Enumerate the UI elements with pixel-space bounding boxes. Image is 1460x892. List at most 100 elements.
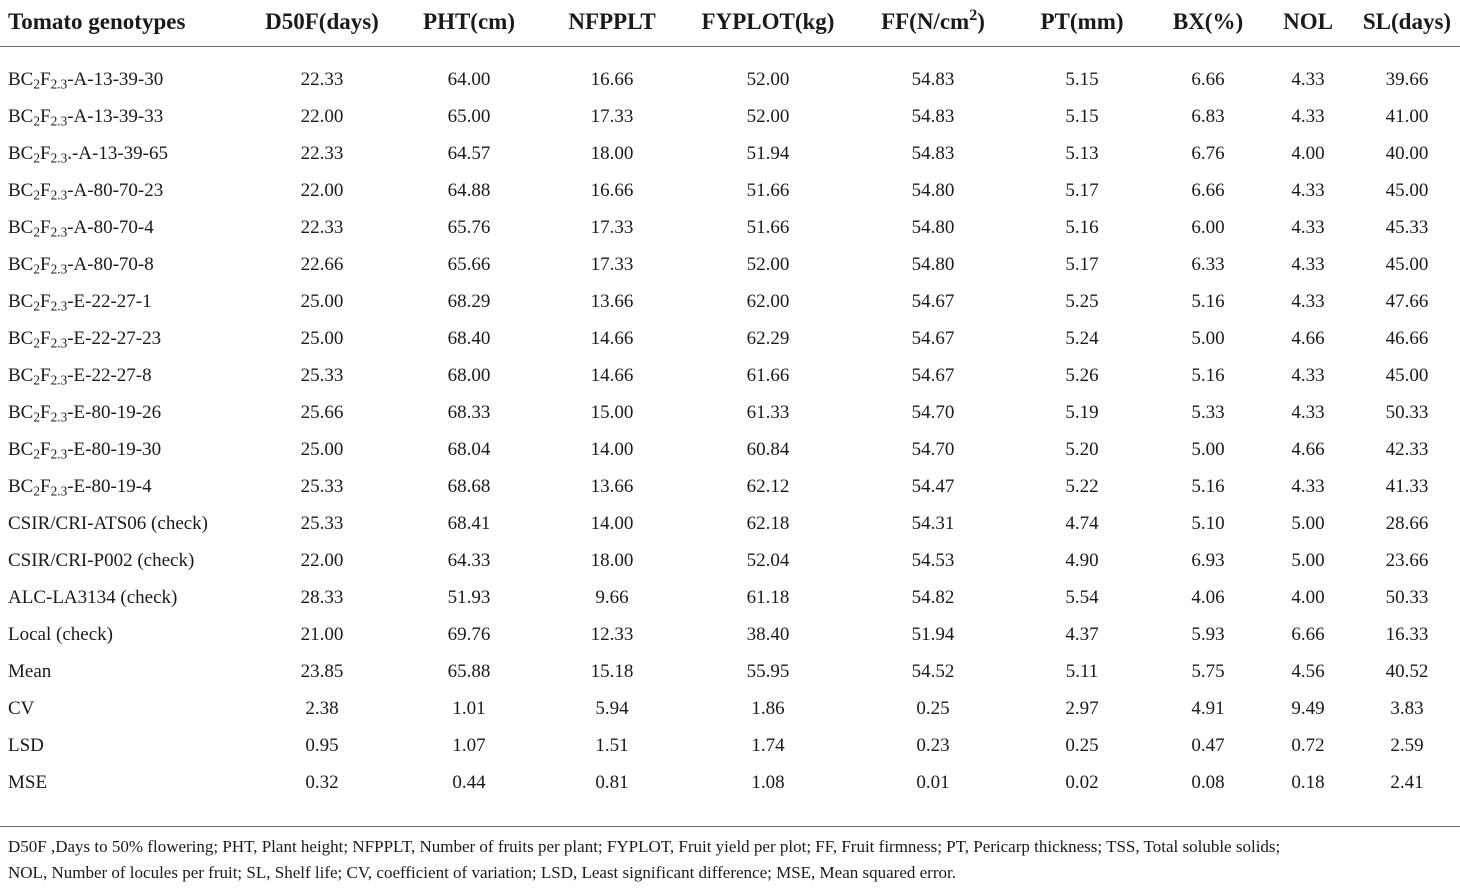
genotype-cell: ALC-LA3134 (check): [8, 586, 178, 608]
genotype-cell: BC2F2.3-E-22-27-23: [8, 327, 162, 350]
value-cell: 4.37: [1065, 623, 1099, 645]
value-cell: 5.16: [1191, 290, 1225, 312]
value-cell: 5.20: [1065, 438, 1099, 460]
value-cell: 65.66: [447, 253, 491, 275]
value-cell: 68.33: [447, 401, 491, 423]
value-cell: 64.88: [447, 179, 491, 201]
column-header: NOL: [1283, 9, 1333, 34]
value-cell: 45.00: [1385, 364, 1429, 386]
value-cell: 17.33: [590, 253, 634, 275]
value-cell: 39.66: [1385, 68, 1429, 90]
value-cell: 1.01: [452, 697, 486, 719]
value-cell: 68.04: [447, 438, 491, 460]
value-cell: 45.33: [1385, 216, 1429, 238]
value-cell: 14.00: [590, 438, 634, 460]
value-cell: 28.66: [1385, 512, 1429, 534]
value-cell: 14.00: [590, 512, 634, 534]
value-cell: 42.33: [1385, 438, 1429, 460]
value-cell: 55.95: [746, 660, 790, 682]
value-cell: 4.33: [1291, 290, 1325, 312]
value-cell: 22.33: [300, 142, 344, 164]
table-row: Local (check) 21.00 69.76 12.33 38.40 51.94 4.…: [0, 616, 1460, 653]
value-cell: 61.18: [746, 586, 790, 608]
genotype-cell: BC2F2.3.-A-13-39-65: [8, 142, 168, 165]
value-cell: 46.66: [1385, 327, 1429, 349]
value-cell: 54.82: [911, 586, 955, 608]
value-cell: 15.18: [590, 660, 634, 682]
table-row: BC2F2.3-E-22-27-23 25.00 68.40 14.66 62.29 54…: [0, 320, 1460, 357]
data-table: Tomato genotypes D50F(days) PHT(cm) NFPPLT F…: [0, 0, 1460, 804]
value-cell: 1.86: [751, 697, 785, 719]
value-cell: 51.94: [746, 142, 790, 164]
value-cell: 64.33: [447, 549, 491, 571]
value-cell: 62.00: [746, 290, 790, 312]
value-cell: 62.29: [746, 327, 790, 349]
value-cell: 18.00: [590, 142, 634, 164]
genotype-cell: BC2F2.3-E-80-19-26: [8, 401, 162, 424]
value-cell: 9.66: [595, 586, 629, 608]
value-cell: 5.24: [1065, 327, 1099, 349]
value-cell: 52.00: [746, 68, 790, 90]
value-cell: 22.00: [300, 549, 344, 571]
table-row: BC2F2.3.-A-13-39-65 22.33 64.57 18.00 51.94 5…: [0, 135, 1460, 172]
value-cell: 5.00: [1191, 438, 1225, 460]
header-row: Tomato genotypes D50F(days) PHT(cm) NFPPLT F…: [0, 0, 1460, 47]
value-cell: 14.66: [590, 364, 634, 386]
value-cell: 4.33: [1291, 475, 1325, 497]
column-header: Tomato genotypes: [8, 9, 186, 34]
value-cell: 25.66: [300, 401, 344, 423]
value-cell: 6.66: [1191, 179, 1225, 201]
footnote-line-2: NOL, Number of locules per fruit; SL, Sh…: [8, 863, 956, 882]
genotype-cell: CSIR/CRI-ATS06 (check): [8, 512, 209, 534]
value-cell: 54.53: [911, 549, 955, 571]
value-cell: 4.33: [1291, 68, 1325, 90]
value-cell: 40.00: [1385, 142, 1429, 164]
value-cell: 0.25: [916, 697, 950, 719]
table-row: MSE 0.32 0.44 0.81 1.08 0.01 0.02 0.08 0.18 2.41: [0, 764, 1460, 803]
column-header: NFPPLT: [568, 9, 656, 34]
table-row: CV 2.38 1.01 5.94 1.86 0.25 2.97 4.91 9.49 3.83: [0, 690, 1460, 727]
genotype-cell: BC2F2.3-E-22-27-1: [8, 290, 152, 313]
value-cell: 54.83: [911, 68, 955, 90]
value-cell: 4.91: [1191, 697, 1225, 719]
value-cell: 51.93: [447, 586, 491, 608]
value-cell: 52.00: [746, 253, 790, 275]
value-cell: 25.33: [300, 512, 344, 534]
table-row: BC2F2.3-A-80-70-8 22.66 65.66 17.33 52.00 54.…: [0, 246, 1460, 283]
value-cell: 1.51: [595, 734, 629, 756]
genotype-cell: LSD: [8, 734, 44, 756]
value-cell: 4.66: [1291, 327, 1325, 349]
footnote-line-1: D50F ,Days to 50% flowering; PHT, Plant …: [8, 837, 1281, 856]
value-cell: 5.22: [1065, 475, 1099, 497]
value-cell: 25.33: [300, 475, 344, 497]
value-cell: 25.00: [300, 327, 344, 349]
value-cell: 5.19: [1065, 401, 1099, 423]
value-cell: 5.00: [1191, 327, 1225, 349]
value-cell: 64.57: [447, 142, 491, 164]
value-cell: 6.76: [1191, 142, 1225, 164]
value-cell: 54.47: [911, 475, 955, 497]
value-cell: 68.41: [447, 512, 491, 534]
table-row: BC2F2.3-E-22-27-8 25.33 68.00 14.66 61.66 54.…: [0, 357, 1460, 394]
value-cell: 22.66: [300, 253, 344, 275]
value-cell: 61.33: [746, 401, 790, 423]
value-cell: 68.68: [447, 475, 491, 497]
value-cell: 4.90: [1065, 549, 1099, 571]
value-cell: 6.66: [1291, 623, 1325, 645]
table-body: BC2F2.3-A-13-39-30 22.33 64.00 16.66 52.00 54…: [0, 47, 1460, 804]
value-cell: 5.94: [595, 697, 629, 719]
value-cell: 62.12: [746, 475, 790, 497]
value-cell: 45.00: [1385, 253, 1429, 275]
table-row: CSIR/CRI-P002 (check) 22.00 64.33 18.00 52.0…: [0, 542, 1460, 579]
value-cell: 0.01: [916, 771, 950, 793]
value-cell: 16.66: [590, 68, 634, 90]
table-row: BC2F2.3-A-80-70-23 22.00 64.88 16.66 51.66 54…: [0, 172, 1460, 209]
value-cell: 64.00: [447, 68, 491, 90]
value-cell: 5.16: [1191, 364, 1225, 386]
table-row: BC2F2.3-E-22-27-1 25.00 68.29 13.66 62.00 54.…: [0, 283, 1460, 320]
value-cell: 4.33: [1291, 253, 1325, 275]
genotype-cell: BC2F2.3-E-80-19-4: [8, 475, 152, 498]
value-cell: 6.00: [1191, 216, 1225, 238]
value-cell: 0.72: [1291, 734, 1325, 756]
